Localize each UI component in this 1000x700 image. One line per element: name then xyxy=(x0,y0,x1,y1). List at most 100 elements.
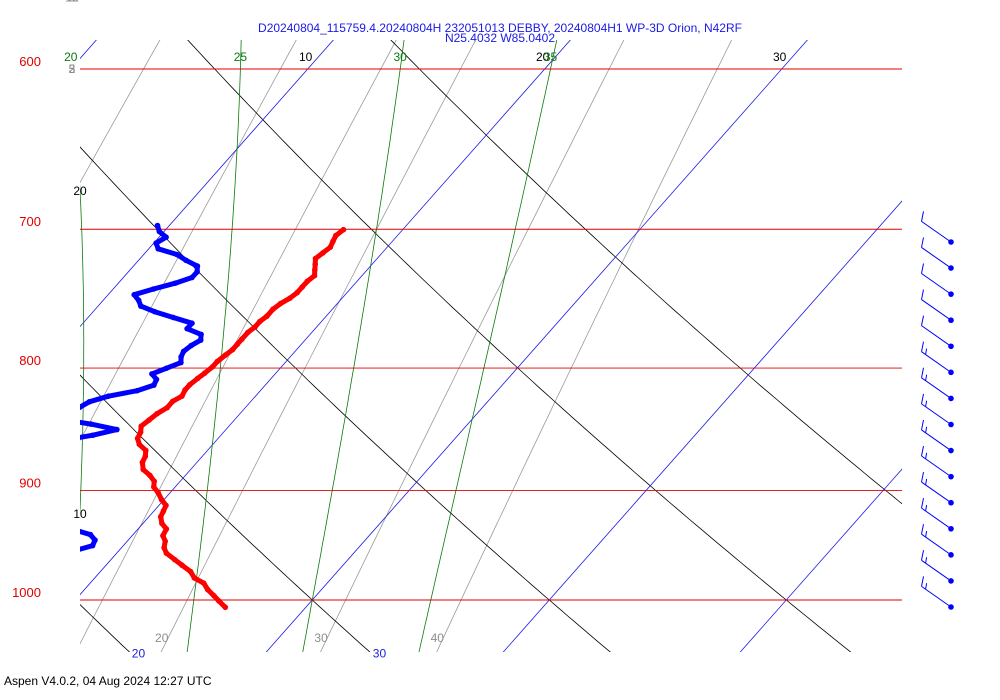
dewpoint-point xyxy=(178,354,184,360)
temperature-point xyxy=(160,508,167,514)
temperature-point xyxy=(299,284,306,290)
wind-barb-dot xyxy=(948,291,954,297)
dry-adiabat-label: 20 xyxy=(132,647,146,661)
dewpoint-point xyxy=(53,416,59,422)
temperature-point xyxy=(333,232,339,239)
temperature-point xyxy=(179,562,185,568)
temperature-point xyxy=(340,226,347,233)
dewpoint-point xyxy=(0,466,5,472)
dry-adiabat-line xyxy=(390,40,902,505)
temperature-point xyxy=(151,478,157,485)
temperature-point xyxy=(164,404,170,411)
wind-barb-feather xyxy=(921,471,925,483)
wind-barb-dot xyxy=(948,525,954,532)
temperature-point xyxy=(311,272,318,279)
dry-adiabat-line xyxy=(80,146,611,652)
wind-barb-feather xyxy=(925,374,928,381)
wind-barb-shaft xyxy=(921,533,952,556)
left-adiabat-label: 20 xyxy=(73,184,87,198)
temperature-point xyxy=(159,520,165,527)
moist-adiabat-label: 20 xyxy=(64,50,78,64)
temperature-point xyxy=(209,363,216,370)
wind-barb-feather xyxy=(921,341,925,352)
wind-barb-shaft xyxy=(921,247,952,269)
dewpoint-point xyxy=(163,234,169,240)
moist-adiabat-label: 30 xyxy=(393,50,407,64)
wind-barb-feather xyxy=(925,478,928,486)
temperature-point xyxy=(160,532,166,539)
dewpoint-point xyxy=(3,499,9,505)
dewpoint-point xyxy=(31,515,37,521)
wind-barb-feather xyxy=(921,393,925,404)
mixing-ratio-label: 3 xyxy=(69,62,76,76)
wind-barb-feather xyxy=(925,557,928,564)
dewpoint-point xyxy=(156,228,163,235)
wind-barb-feather xyxy=(925,583,928,590)
wind-barb-shaft xyxy=(921,585,952,608)
temperature-point xyxy=(158,496,165,503)
temperature-point xyxy=(182,387,188,393)
temperature-point xyxy=(216,598,222,604)
temperature-point xyxy=(204,586,211,593)
wind-barb-feather xyxy=(921,367,925,378)
temperature-point xyxy=(163,526,170,532)
temperature-point xyxy=(264,313,270,319)
dewpoint-point xyxy=(174,251,180,258)
dry-adiabat-line xyxy=(80,374,371,652)
temperature-point xyxy=(136,441,143,448)
temperature-point xyxy=(172,556,178,563)
wind-barb-feather xyxy=(921,550,925,561)
temperature-point xyxy=(320,250,326,256)
moist-adiabat-line xyxy=(418,40,558,652)
temperature-point xyxy=(257,318,263,325)
temperature-point xyxy=(234,341,240,348)
dewpoint-point xyxy=(71,548,77,554)
temperature-point xyxy=(163,502,169,509)
wind-barb-dot xyxy=(948,239,954,245)
moist-adiabat-line xyxy=(186,40,242,652)
wind-barb-feather xyxy=(921,419,925,431)
temperature-point xyxy=(161,545,167,551)
temperature-point xyxy=(154,411,160,417)
mixing-ratio-line xyxy=(80,40,397,645)
dewpoint-point xyxy=(90,432,96,439)
wind-barb-feather xyxy=(921,289,925,300)
dewpoint-point xyxy=(154,222,161,229)
dewpoint-point xyxy=(92,537,98,543)
dewpoint-point xyxy=(89,542,96,549)
mixing-ratio-label: 12 xyxy=(65,0,79,4)
wind-barb-feather xyxy=(925,426,928,433)
wind-barb-shaft xyxy=(921,325,952,347)
wind-barb-dot xyxy=(948,369,954,376)
dewpoint-point xyxy=(189,320,195,327)
temperature-point xyxy=(191,575,198,581)
dry-adiabat-line xyxy=(187,40,852,652)
dewpoint-point xyxy=(189,274,195,281)
temperature-point xyxy=(287,295,293,302)
mixing-ratio-label: 30 xyxy=(314,631,328,645)
pressure-tick-label: 700 xyxy=(19,214,41,229)
pressure-tick-label: 800 xyxy=(19,353,41,368)
temperature-point xyxy=(139,459,146,466)
dewpoint-point xyxy=(1,493,7,499)
wind-barb-shaft xyxy=(921,377,952,399)
temperature-point xyxy=(179,393,185,400)
dewpoint-point xyxy=(3,504,9,510)
wind-barb-feather xyxy=(921,445,925,457)
dewpoint-point xyxy=(88,421,94,427)
dewpoint-point xyxy=(26,455,32,461)
temperature-point xyxy=(312,261,319,268)
wind-barb-dot xyxy=(948,421,954,428)
temperature-point xyxy=(270,306,276,313)
wind-barbs xyxy=(921,211,954,610)
wind-barb-dot xyxy=(948,578,954,584)
pressure-tick-label: 900 xyxy=(19,475,41,490)
dewpoint-point xyxy=(172,280,178,287)
wind-barb-feather xyxy=(925,400,928,407)
temperature-point xyxy=(169,398,176,405)
temperature-point xyxy=(194,375,201,382)
dewpoint-point xyxy=(105,393,112,400)
temperature-point xyxy=(214,358,221,365)
temperature-point xyxy=(330,238,336,245)
